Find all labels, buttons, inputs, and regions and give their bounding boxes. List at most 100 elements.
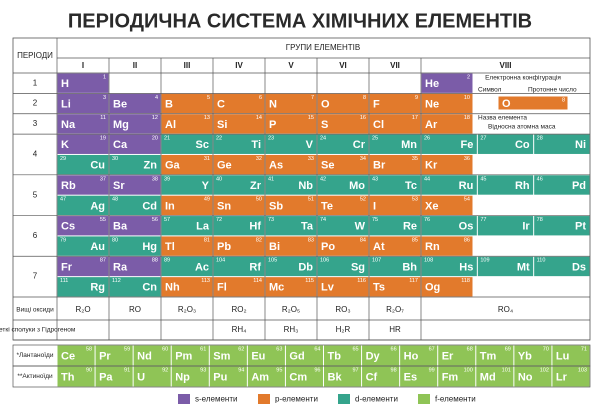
element-symbol: Br (373, 160, 386, 172)
element-cell (161, 216, 213, 236)
atomic-number: 22 (216, 136, 222, 142)
atomic-number: 24 (320, 136, 326, 142)
element-cell (317, 216, 369, 236)
element-cell (476, 366, 514, 387)
atomic-number: 11 (100, 115, 106, 121)
element-symbol: In (165, 200, 175, 212)
group-label: V (288, 61, 294, 70)
period-label: 3 (33, 119, 38, 128)
element-symbol: Tm (480, 350, 497, 362)
atomic-number: 63 (276, 346, 282, 352)
element-symbol: V (306, 139, 314, 151)
oxide-formula: RO₂ (231, 305, 246, 314)
element-symbol: Sm (213, 350, 230, 362)
oxide-formula: RO₄ (498, 305, 513, 314)
atomic-number: 57 (164, 217, 170, 223)
element-cell (247, 345, 285, 366)
atomic-number: 1 (103, 74, 106, 80)
element-symbol: O (502, 98, 511, 110)
legend-label: p-елементи (275, 395, 318, 404)
atomic-number: 65 (352, 346, 358, 352)
element-cell (265, 256, 317, 277)
element-cell (317, 114, 369, 134)
group-label: I (82, 61, 84, 70)
atomic-number: 87 (100, 258, 106, 264)
element-cell (247, 366, 285, 387)
period-label: 7 (33, 272, 38, 281)
atomic-number: 68 (467, 346, 473, 352)
atomic-number: 33 (308, 156, 314, 162)
element-cell (421, 195, 473, 216)
atomic-number: 59 (124, 346, 130, 352)
element-cell (265, 195, 317, 216)
element-cell (552, 366, 590, 387)
atomic-number: 104 (216, 258, 225, 264)
element-cell (400, 366, 438, 387)
element-cell (421, 73, 473, 93)
element-symbol: Au (90, 241, 105, 253)
element-symbol: Mg (113, 119, 129, 131)
element-cell (161, 195, 213, 216)
element-symbol: Li (61, 98, 71, 110)
atomic-number: 105 (268, 258, 277, 264)
element-cell (317, 256, 369, 277)
element-cell (161, 256, 213, 277)
atomic-number: 21 (164, 136, 170, 142)
atomic-number: 26 (424, 136, 430, 142)
element-symbol: Md (480, 371, 496, 383)
element-cell (213, 236, 265, 256)
atomic-number: 76 (424, 217, 430, 223)
element-symbol: Er (442, 350, 454, 362)
atomic-number: 111 (60, 278, 68, 284)
element-symbol: Y (202, 180, 210, 192)
atomic-number: 100 (464, 367, 473, 373)
element-cell (161, 154, 213, 175)
element-cell (534, 256, 590, 277)
legend-swatch (178, 394, 190, 404)
element-cell (421, 216, 477, 236)
atomic-number: 31 (204, 156, 210, 162)
atomic-number: 52 (360, 197, 366, 203)
element-symbol: Gd (289, 350, 304, 362)
element-symbol: Po (321, 241, 335, 253)
atomic-number: 43 (372, 176, 378, 182)
element-symbol: La (196, 221, 210, 233)
element-cell (109, 154, 161, 175)
element-cell (362, 345, 400, 366)
element-cell (213, 134, 265, 154)
element-symbol: U (137, 371, 145, 383)
element-symbol: Zn (144, 160, 158, 172)
element-cell (265, 93, 317, 114)
element-cell (109, 216, 161, 236)
groups-label: ГРУПИ ЕЛЕМЕНТІВ (286, 43, 360, 52)
atomic-number: 109 (480, 258, 489, 264)
element-cell (265, 277, 317, 297)
atomic-number: 9 (415, 95, 418, 101)
element-symbol: Bk (328, 371, 343, 383)
element-symbol: Mt (517, 261, 530, 273)
atomic-number: 75 (372, 217, 378, 223)
element-symbol: Yb (518, 350, 532, 362)
element-cell (400, 345, 438, 366)
element-cell (161, 236, 213, 256)
hydride-formula: H₂R (336, 325, 351, 334)
element-symbol: Ac (195, 261, 209, 273)
element-symbol: Fr (61, 261, 73, 273)
group-label: VI (339, 61, 347, 70)
element-symbol: Ni (575, 139, 586, 151)
element-cell (161, 114, 213, 134)
atomic-number: 46 (537, 176, 543, 182)
element-cell (213, 114, 265, 134)
element-symbol: Rn (425, 241, 440, 253)
atomic-number: 32 (256, 156, 262, 162)
atomic-number: 94 (238, 367, 244, 373)
row-label: Вищі оксиди (16, 306, 54, 314)
element-cell (57, 73, 109, 93)
element-symbol: Zr (250, 180, 262, 192)
element-cell (369, 277, 421, 297)
element-symbol: K (61, 139, 69, 151)
element-cell (477, 216, 534, 236)
element-symbol: Nd (137, 350, 152, 362)
element-cell (57, 154, 109, 175)
atomic-number: 61 (200, 346, 206, 352)
